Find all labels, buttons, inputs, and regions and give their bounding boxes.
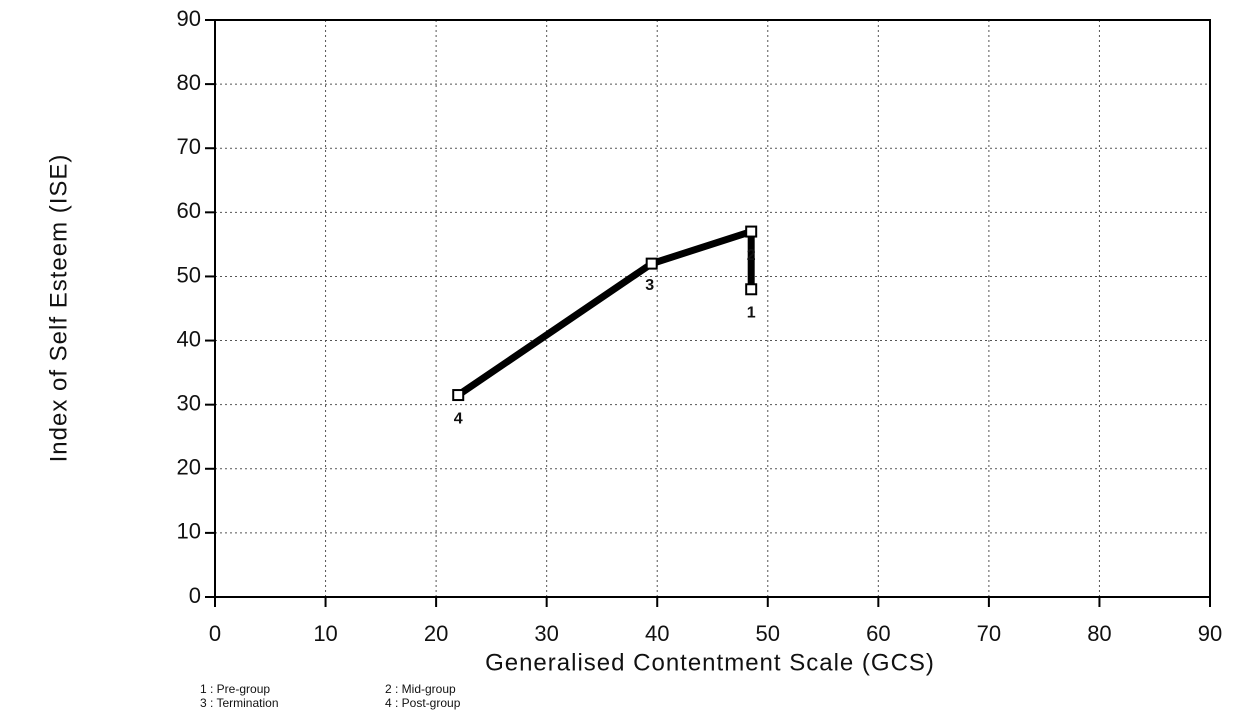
x-tick-label: 50 (756, 621, 780, 646)
plot-frame (214, 19, 1211, 598)
x-tick-label: 0 (209, 621, 221, 646)
y-tick-label: 10 (177, 519, 201, 544)
point-marker (745, 225, 758, 238)
x-tick-label: 40 (645, 621, 669, 646)
x-tick-label: 90 (1198, 621, 1222, 646)
legend-entry: 4 : Post-group (385, 696, 461, 710)
legend-entry: 1 : Pre-group (200, 682, 270, 696)
y-tick-label: 90 (177, 6, 201, 31)
x-tick-label: 70 (977, 621, 1001, 646)
y-tick-label: 50 (177, 262, 201, 287)
y-tick-label: 30 (177, 390, 201, 415)
point-label: 1 (747, 304, 756, 321)
y-tick-label: 40 (177, 326, 201, 351)
y-tick-label: 80 (177, 70, 201, 95)
y-tick-label: 70 (177, 134, 201, 159)
point-marker (645, 257, 658, 270)
y-tick-label: 20 (177, 455, 201, 480)
legend-entry: 2 : Mid-group (385, 682, 456, 696)
point-label: 2 (747, 247, 756, 264)
x-tick-label: 10 (313, 621, 337, 646)
x-tick-label: 60 (866, 621, 890, 646)
x-tick-label: 30 (534, 621, 558, 646)
x-tick-label: 20 (424, 621, 448, 646)
line (456, 228, 755, 398)
x-axis-title: Generalised Contentment Scale (GCS) (485, 649, 935, 676)
point-marker (452, 389, 465, 402)
x-tick-label: 80 (1087, 621, 1111, 646)
point-label: 3 (645, 277, 654, 294)
y-tick-label: 60 (177, 198, 201, 223)
legend-entry: 3 : Termination (200, 696, 279, 710)
point-label: 4 (454, 410, 463, 427)
point-marker (745, 283, 758, 296)
y-axis-title: Index of Self Esteem (ISE) (45, 154, 72, 463)
y-tick-label: 0 (189, 583, 201, 608)
